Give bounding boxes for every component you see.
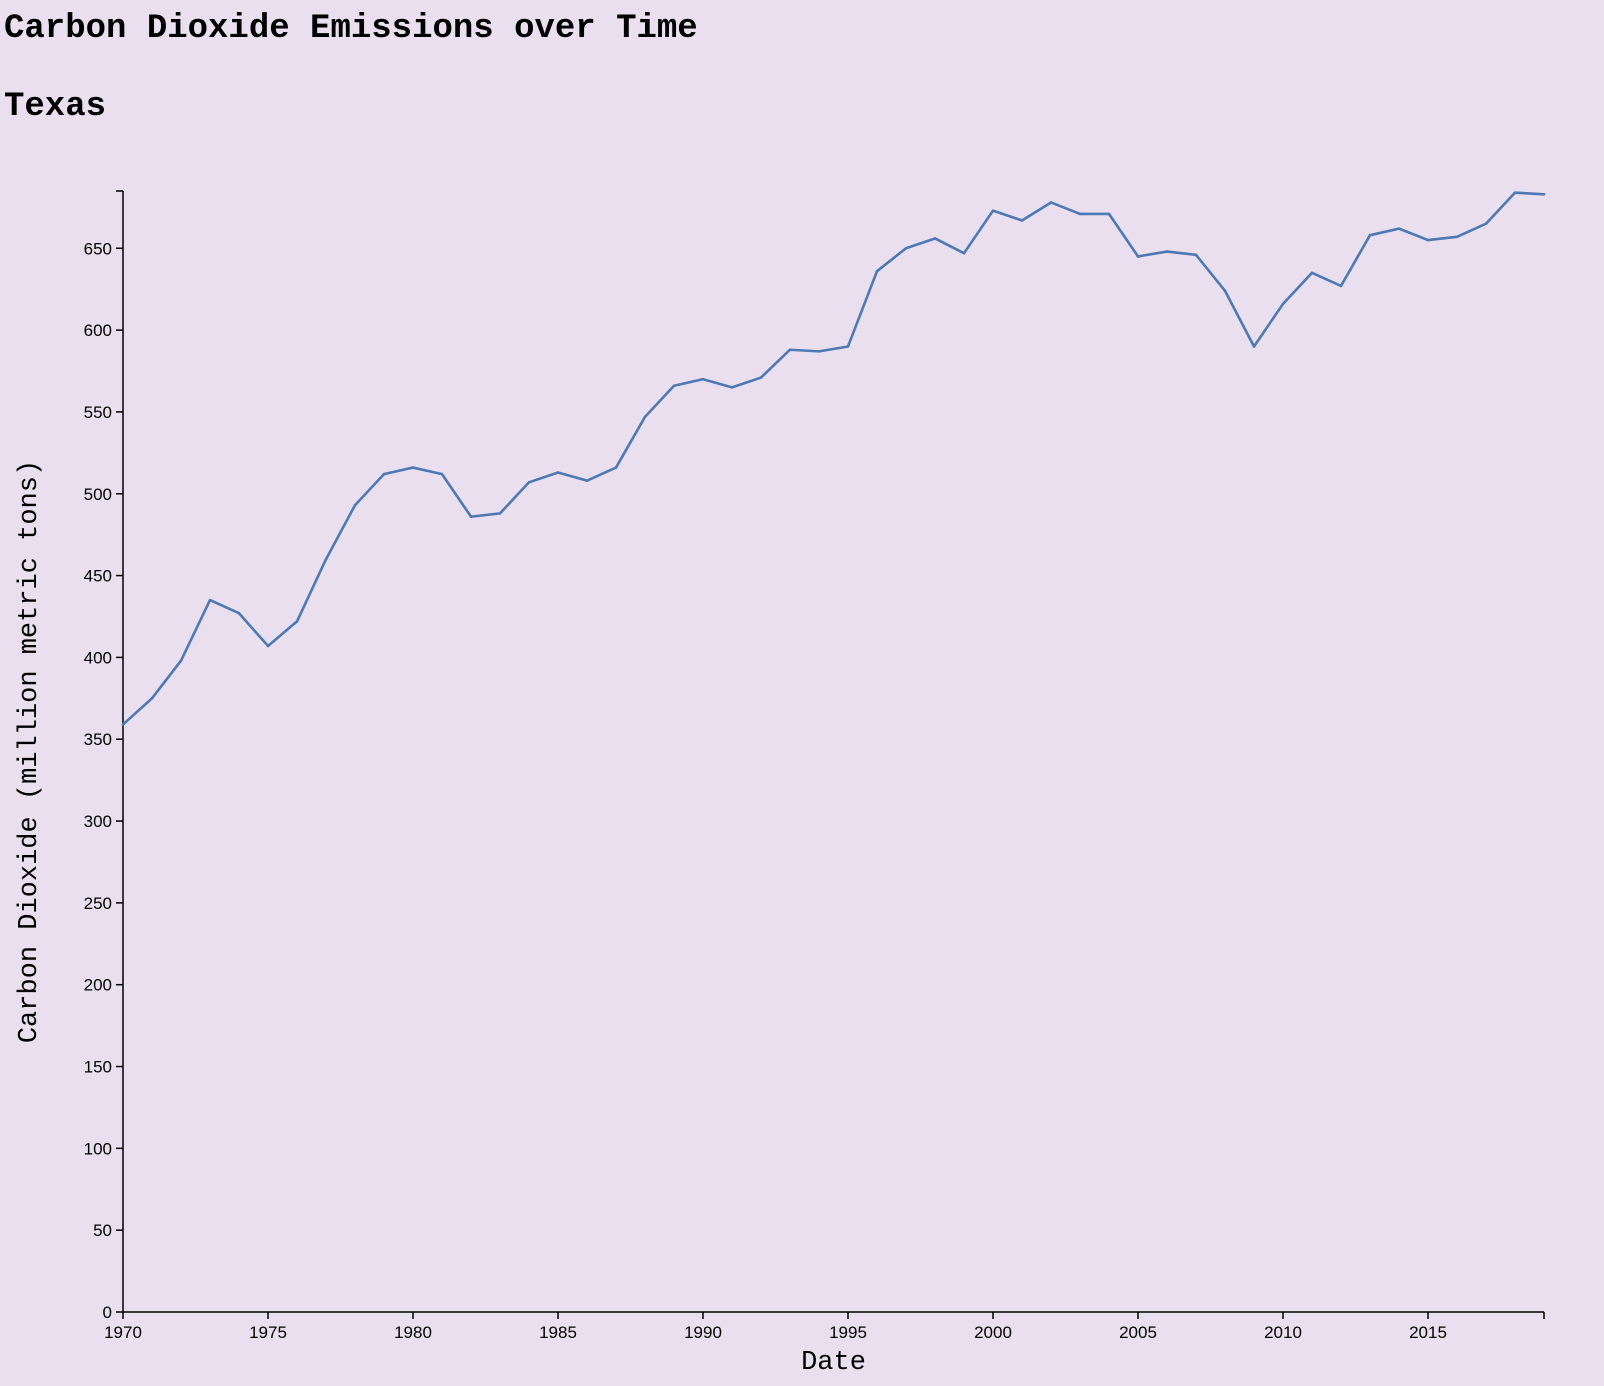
data-point: [585, 479, 589, 482]
data-point: [846, 345, 850, 348]
data-point: [933, 237, 937, 240]
data-point: [121, 723, 125, 726]
data-point: [150, 697, 154, 700]
data-point: [1397, 227, 1401, 230]
data-point: [875, 269, 879, 273]
data-point: [1049, 201, 1053, 204]
data-point: [1339, 284, 1343, 288]
data-point: [1223, 289, 1227, 293]
data-point: [1368, 233, 1372, 237]
x-tick-label: 2010: [1264, 1323, 1302, 1342]
data-point: [1513, 191, 1517, 194]
data-point: [498, 512, 502, 515]
data-point: [1310, 271, 1314, 275]
data-point: [1252, 345, 1256, 348]
y-tick-label: 500: [84, 485, 112, 504]
data-point: [1455, 235, 1459, 239]
data-point: [817, 350, 821, 353]
y-tick-label: 350: [84, 730, 112, 749]
y-tick-label: 550: [84, 403, 112, 422]
data-point: [411, 466, 415, 469]
chart-subtitle: Texas: [4, 88, 107, 126]
data-point: [266, 644, 270, 648]
x-tick-label: 1985: [539, 1323, 577, 1342]
data-point: [469, 515, 473, 518]
y-tick-label: 300: [84, 812, 112, 831]
x-tick-label: 1990: [684, 1323, 722, 1342]
y-tick-label: 200: [84, 976, 112, 995]
y-tick-label: 50: [93, 1221, 112, 1240]
y-tick-label: 450: [84, 567, 112, 586]
x-axis: 1970 1975 1980 1985 1990 1995 2000 2005 2010 2015: [104, 1311, 1545, 1342]
data-point: [295, 620, 299, 623]
y-tick-label: 150: [84, 1058, 112, 1077]
x-tick-label: 1980: [394, 1323, 432, 1342]
data-point: [614, 466, 618, 469]
data-point: [324, 557, 328, 561]
y-axis-title: Carbon Dioxide (million metric tons): [15, 460, 45, 1043]
data-point: [904, 246, 908, 250]
data-point: [1136, 255, 1140, 258]
data-point: [1484, 222, 1488, 226]
x-tick-label: 1975: [249, 1323, 287, 1342]
chart-title: Carbon Dioxide Emissions over Time: [4, 10, 698, 48]
data-point: [1426, 238, 1430, 242]
data-point: [788, 348, 792, 352]
x-tick-label: 1970: [104, 1323, 142, 1342]
data-point: [527, 481, 531, 484]
data-point: [440, 472, 444, 476]
y-tick-label: 100: [84, 1139, 112, 1158]
data-point: [759, 376, 763, 379]
data-point: [962, 251, 966, 255]
data-point: [701, 377, 705, 381]
data-point: [208, 598, 212, 602]
data-point: [1281, 302, 1285, 306]
x-tick-label: 2015: [1409, 1323, 1447, 1342]
series-layer: [121, 191, 1546, 726]
data-point: [1542, 192, 1546, 196]
y-tick-label: 250: [84, 894, 112, 913]
x-axis-title: Date: [801, 1348, 866, 1378]
data-point: [382, 472, 386, 476]
x-tick-label: 2005: [1119, 1323, 1157, 1342]
data-point: [1078, 212, 1082, 216]
series-line: [121, 191, 1546, 726]
data-point: [237, 611, 241, 615]
y-tick-label: 650: [84, 239, 112, 258]
data-point: [1165, 250, 1169, 253]
data-point: [1194, 253, 1198, 257]
y-axis: 0 50 100 150 200 250 300 350 400 450 500 550 600 650: [84, 190, 124, 1322]
data-point: [556, 471, 560, 474]
data-point: [179, 659, 183, 662]
data-point: [672, 384, 676, 388]
y-tick-label: 600: [84, 321, 112, 340]
y-tick-label: 0: [103, 1303, 112, 1322]
x-tick-label: 1995: [829, 1323, 867, 1342]
data-point: [643, 415, 647, 419]
data-point: [991, 209, 995, 212]
y-tick-label: 400: [84, 648, 112, 667]
data-point: [730, 386, 734, 389]
data-point: [353, 503, 357, 507]
data-point: [1020, 219, 1024, 222]
data-point: [1107, 212, 1111, 216]
x-tick-label: 2000: [974, 1323, 1012, 1342]
